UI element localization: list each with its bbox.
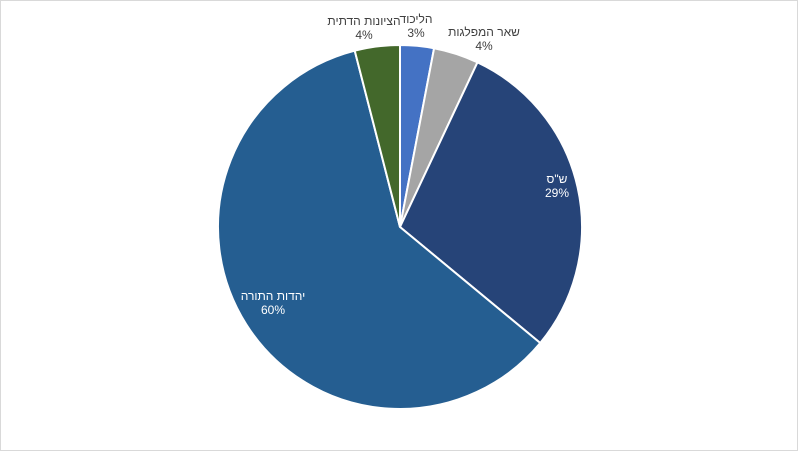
data-label-likud: הליכוד 3% [400,12,433,40]
pie-slice-utj [217,49,542,410]
data-label-utj: יהדות התורה 60% [241,289,306,317]
data-label-value: 29% [545,186,569,200]
data-label-name: הציונות הדתית [327,14,400,28]
data-label-value: 4% [355,28,373,42]
data-label-name: שאר המפלגות [448,25,520,39]
data-label-value: 4% [475,39,493,53]
pie-slice-shas [398,60,583,345]
data-label-religious-zionism: הציונות הדתית 4% [327,14,400,42]
pie-slice-religious-zionism [353,43,401,228]
data-label-value: 60% [261,303,285,317]
data-label-name: הליכוד [400,12,433,26]
data-label-name: ש"ס [547,172,568,186]
data-label-name: יהדות התורה [241,289,306,303]
data-label-shas: ש"ס 29% [545,172,569,200]
data-label-value: 3% [407,26,425,40]
data-label-other-parties: שאר המפלגות 4% [448,25,520,53]
